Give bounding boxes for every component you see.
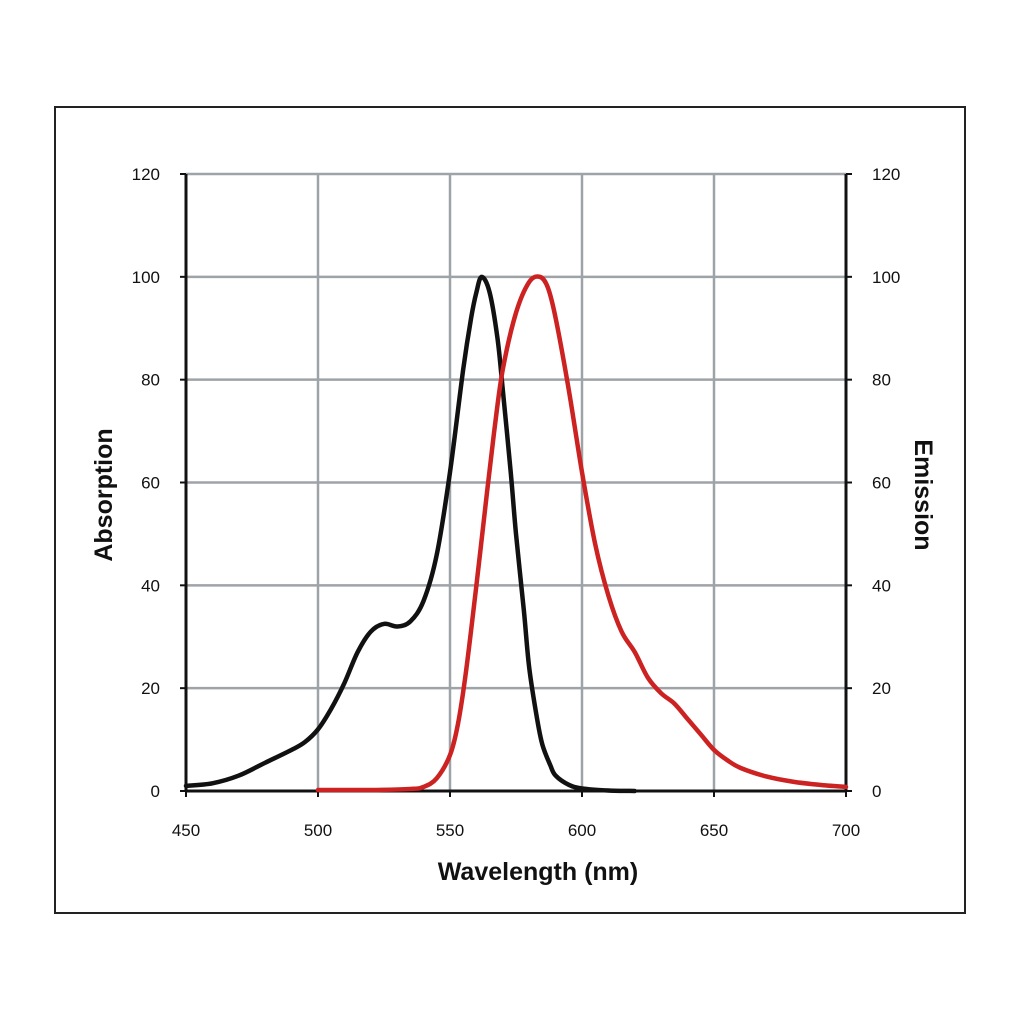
x-tick-label: 500 (304, 821, 332, 840)
tick-labels: 450 500 550 600 650 700 0 20 40 60 80 100 120 0 20 40 60… (132, 165, 901, 840)
x-axis-title: Wavelength (nm) (438, 858, 638, 886)
y-tick-label-right: 100 (872, 268, 900, 287)
axes (180, 173, 852, 797)
y-tick-label-right: 120 (872, 165, 900, 184)
x-tick-label: 450 (172, 821, 200, 840)
y-tick-label-right: 20 (872, 679, 891, 698)
y-axis-title-right: Emission (909, 439, 937, 550)
y-tick-label-right: 60 (872, 474, 891, 493)
y-tick-label-left: 0 (151, 782, 160, 801)
y-tick-label-left: 40 (141, 576, 160, 595)
y-tick-label-left: 120 (132, 165, 160, 184)
series-lines (183, 274, 849, 794)
chart-frame (54, 106, 966, 914)
y-tick-label-right: 40 (872, 576, 891, 595)
y-tick-label-left: 100 (132, 268, 160, 287)
absorption-curve (183, 274, 638, 794)
x-tick-label: 600 (568, 821, 596, 840)
x-tick-label: 550 (436, 821, 464, 840)
y-tick-label-left: 80 (141, 371, 160, 390)
grid (186, 172, 846, 791)
x-tick-label: 650 (700, 821, 728, 840)
y-axis-title-left: Absorption (90, 428, 118, 561)
y-tick-label-right: 0 (872, 782, 881, 801)
emission-curve (315, 274, 849, 793)
y-tick-label-right: 80 (872, 371, 891, 390)
y-tick-label-left: 20 (141, 679, 160, 698)
y-tick-label-left: 60 (141, 474, 160, 493)
x-tick-label: 700 (832, 821, 860, 840)
